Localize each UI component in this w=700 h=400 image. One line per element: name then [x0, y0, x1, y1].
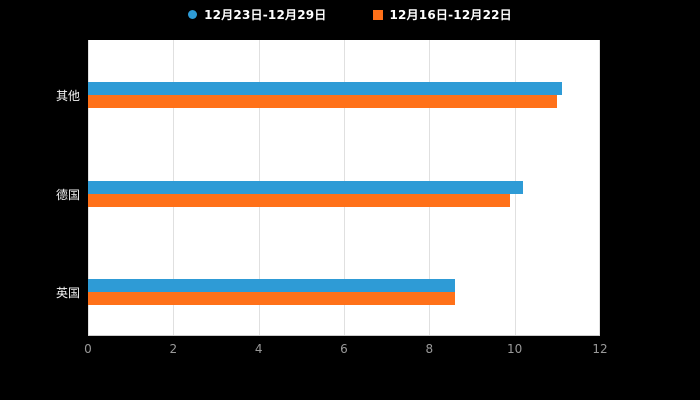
- y-axis-label-其他: 其他: [55, 89, 80, 103]
- y-axis-label-德国: 德国: [55, 188, 80, 202]
- legend: 12月23日-12月29日 12月16日-12月22日: [0, 6, 700, 23]
- bar-德国-series-1[interactable]: [88, 194, 510, 207]
- x-axis-tick-2: 2: [169, 342, 178, 356]
- bar-其他-series-1[interactable]: [88, 95, 557, 108]
- bar-其他-series-0[interactable]: [88, 82, 562, 95]
- x-axis-tick-6: 6: [340, 342, 348, 356]
- x-axis-tick-12: 12: [592, 342, 608, 356]
- x-axis-tick-10: 10: [507, 342, 523, 356]
- plot-area: [88, 40, 600, 336]
- gridline-x-12: [599, 40, 600, 335]
- x-axis-tick-8: 8: [425, 342, 434, 356]
- bar-英国-series-0[interactable]: [88, 279, 455, 292]
- legend-marker-circle-icon: [188, 10, 198, 19]
- bar-英国-series-1[interactable]: [88, 292, 455, 305]
- x-axis-tick-4: 4: [254, 342, 263, 356]
- legend-item-series-1[interactable]: 12月16日-12月22日: [372, 6, 512, 23]
- legend-label-series-0: 12月23日-12月29日: [204, 8, 327, 22]
- bar-德国-series-0[interactable]: [88, 181, 523, 194]
- legend-item-series-0[interactable]: 12月23日-12月29日: [188, 6, 326, 23]
- x-axis-tick-0: 0: [84, 342, 92, 356]
- y-axis-label-英国: 英国: [55, 286, 80, 300]
- legend-label-series-1: 12月16日-12月22日: [389, 8, 512, 22]
- legend-marker-square-icon: [372, 9, 383, 20]
